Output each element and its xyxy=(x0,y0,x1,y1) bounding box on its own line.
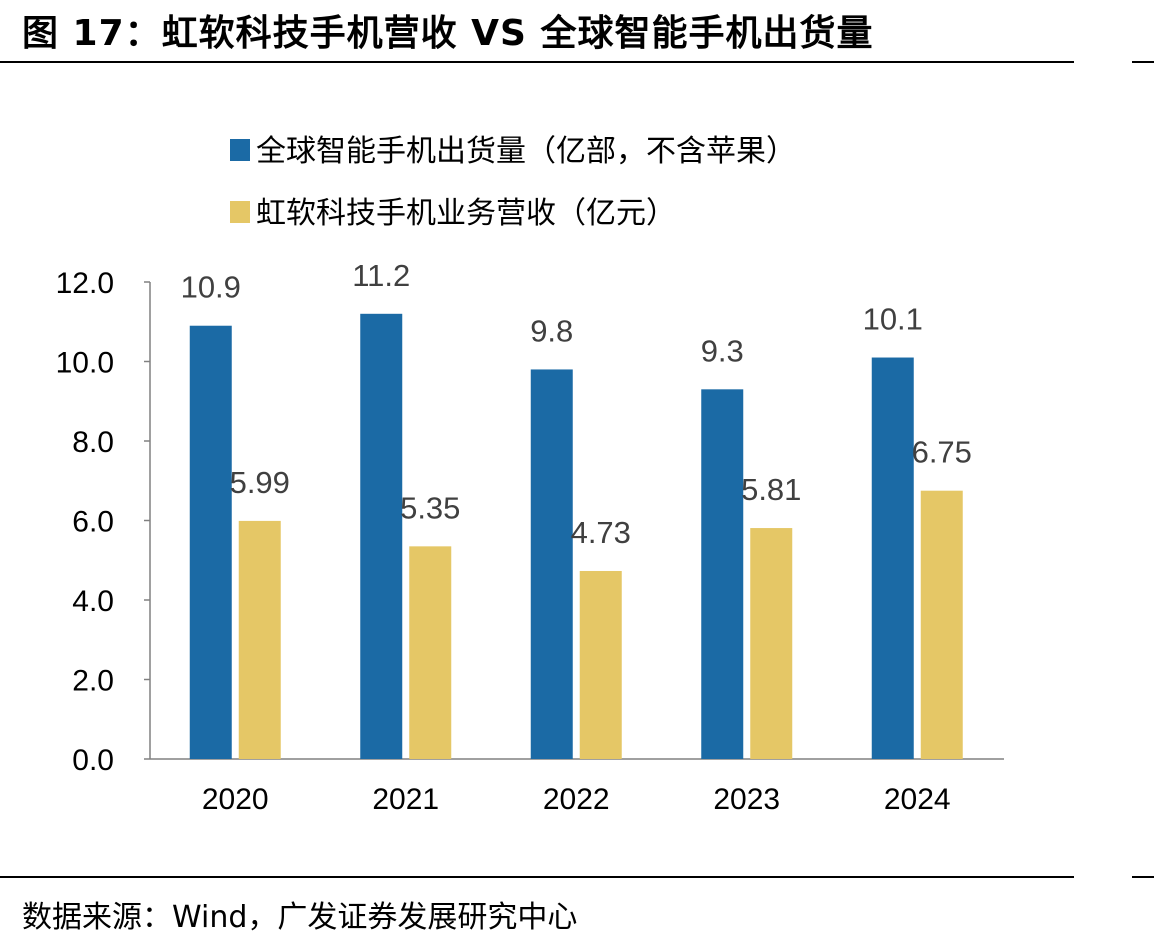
figure-title: 图 17：虹软科技手机营收 VS 全球智能手机出货量 xyxy=(22,13,874,54)
legend-swatch-1 xyxy=(230,139,250,161)
y-tick-label: 8.0 xyxy=(72,426,114,459)
bar-2-2023 xyxy=(750,528,793,759)
top-rule-tail xyxy=(1132,61,1154,63)
legend-label-1: 全球智能手机出货量（亿部，不含苹果） xyxy=(256,134,796,169)
bar-1-2020 xyxy=(189,325,232,759)
data-label-2-2021: 5.35 xyxy=(400,490,460,525)
data-label-1-2022: 9.8 xyxy=(530,313,573,348)
data-label-1-2023: 9.3 xyxy=(701,333,744,368)
bar-2-2024 xyxy=(920,490,963,759)
legend-label-2: 虹软科技手机业务营收（亿元） xyxy=(256,196,676,231)
x-tick-label: 2023 xyxy=(713,783,780,816)
bar-2-2022 xyxy=(579,570,622,759)
top-rule xyxy=(0,61,1074,63)
bars xyxy=(189,313,963,759)
data-label-1-2020: 10.9 xyxy=(181,270,241,305)
x-tick-label: 2022 xyxy=(543,783,610,816)
bar-1-2024 xyxy=(871,357,914,759)
legend: 全球智能手机出货量（亿部，不含苹果） 虹软科技手机业务营收（亿元） xyxy=(230,134,796,231)
bar-1-2021 xyxy=(360,313,403,759)
y-tick-label: 4.0 xyxy=(72,585,114,618)
bottom-rule xyxy=(0,876,1074,878)
data-labels: 10.9 5.99 11.2 5.35 9.8 4.73 9.3 5.81 10.1 6.75 xyxy=(181,258,972,550)
x-tick-label: 2024 xyxy=(884,783,951,816)
source-note: 数据来源：Wind，广发证券发展研究中心 xyxy=(22,900,578,935)
bar-1-2022 xyxy=(530,369,573,759)
y-tick-label: 6.0 xyxy=(72,506,114,539)
data-label-2-2020: 5.99 xyxy=(230,465,290,500)
data-label-2-2023: 5.81 xyxy=(741,472,801,507)
x-tick-label: 2021 xyxy=(372,783,439,816)
axes: 0.0 2.0 4.0 6.0 8.0 10.0 12.0 2020 2021 2022 2023 2… xyxy=(56,267,1004,816)
x-tick-label: 2020 xyxy=(202,783,269,816)
bar-1-2023 xyxy=(701,389,744,759)
data-label-2-2024: 6.75 xyxy=(912,435,972,470)
y-tick-label: 0.0 xyxy=(72,744,114,777)
data-label-2-2022: 4.73 xyxy=(571,515,631,550)
y-tick-label: 10.0 xyxy=(56,347,114,380)
bar-2-2021 xyxy=(409,546,452,759)
y-tick-label: 2.0 xyxy=(72,665,114,698)
data-label-1-2024: 10.1 xyxy=(863,302,923,337)
legend-swatch-2 xyxy=(230,201,250,223)
y-tick-label: 12.0 xyxy=(56,267,114,300)
data-label-1-2021: 11.2 xyxy=(352,258,410,293)
bottom-rule-tail xyxy=(1132,876,1154,878)
bar-2-2020 xyxy=(238,520,281,759)
